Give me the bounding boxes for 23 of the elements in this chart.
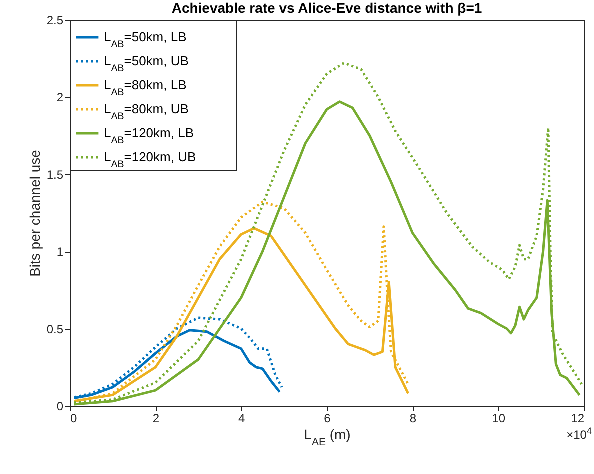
x-tick-label: 0 [70,412,78,426]
y-tick-label: 1 [56,245,64,260]
text: ×10$^{4}$ [566,426,592,442]
chart-title: Achievable rate vs Alice-Eve distance with β=1 [172,0,482,16]
y-tick-label: 0.5 [46,322,64,336]
legend-label: L$_{AB}$=80km, LB [104,78,187,98]
y-tick-label: 1.5 [46,168,64,182]
y-tick-label: 2.5 [46,14,64,28]
legend-label: L$_{AB}$=120km, UB [104,150,196,170]
x-tick-label: 8 [410,412,417,426]
x-tick-label: 6 [324,412,332,426]
legend-label: L$_{AB}$=120km, LB [104,126,194,146]
legend-label: L$_{AB}$=50km, UB [104,54,189,74]
legend-label: L$_{AB}$=80km, UB [104,102,189,122]
x-tick-label: 2 [152,412,160,426]
x-tick-label: 12 [571,412,585,426]
y-tick-label: 2 [56,90,64,105]
x-tick-label: 10 [492,412,506,426]
y-axis-title: Bits per channel use [26,150,43,277]
y-tick-label: 0 [56,400,64,414]
legend-label: L$_{AB}$=50km, LB [104,30,187,50]
x-axis-title: L$_{AE}$ (m) [304,426,351,448]
x-tick-label: 4 [238,412,246,426]
